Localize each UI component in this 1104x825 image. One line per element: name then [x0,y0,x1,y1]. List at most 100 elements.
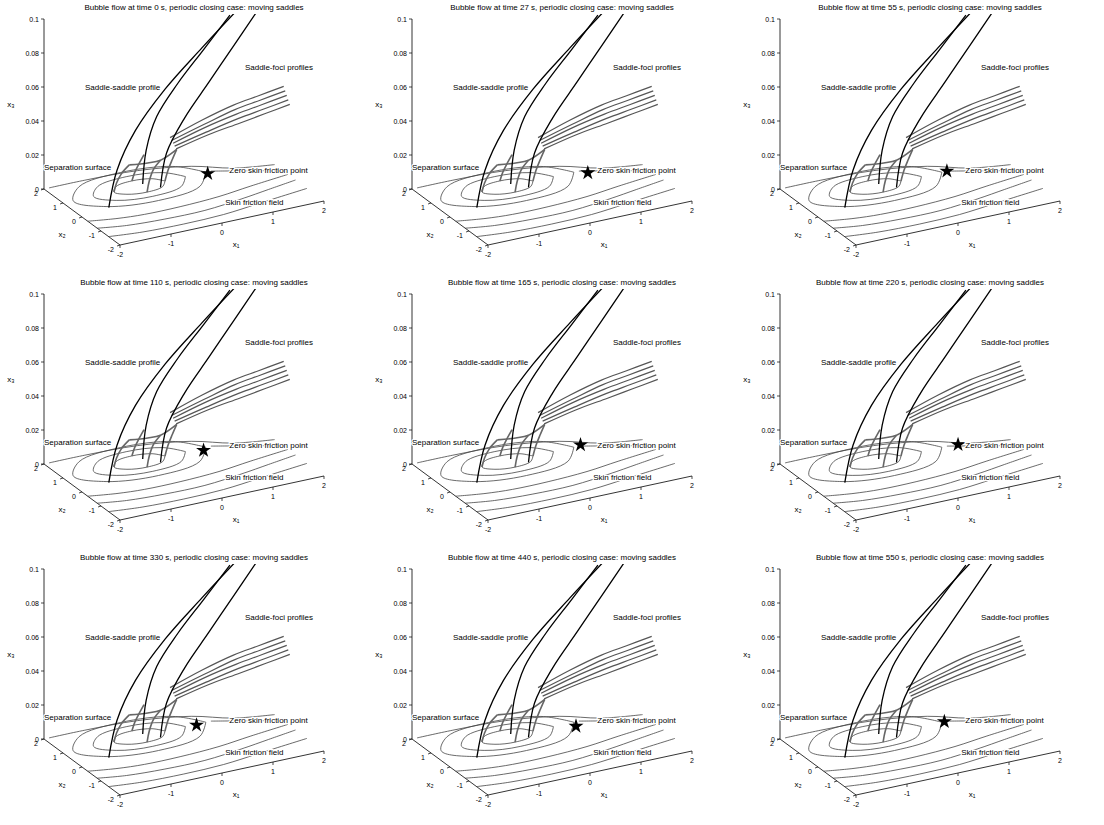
x2-tick [815,492,818,493]
annotation: Separation surface [44,163,112,172]
separation-surface-line [129,149,176,165]
x1-tick [958,223,959,226]
x3-tick [409,53,412,54]
x3-tick [777,328,780,329]
skin-friction-line [845,738,1043,786]
x3-tick [777,705,780,706]
separation-surface-line [865,699,912,715]
x3-tick [409,121,412,122]
x3-tick-label: 0.1 [29,16,39,23]
x2-tick [409,464,412,465]
skin-friction-line [845,463,1043,511]
x2-tick-label: -1 [457,232,463,239]
streamline [909,645,1023,693]
skin-friction-line [482,179,533,195]
x2-tick-label: 1 [421,754,425,761]
x2-axis-line [780,739,856,795]
x2-tick [466,781,469,782]
x3-tick-label: 0.06 [393,359,407,366]
plot-marks [785,564,1043,787]
x3-tick-label: 0.06 [25,359,39,366]
x1-tick [1060,751,1061,754]
axes: -2-1012-2-101200.020.040.060.080.1x₁x₂x₃ [743,566,1062,809]
x3-tick-label: 0 [771,186,775,193]
profile-line [879,565,966,734]
x1-tick-label: -1 [904,790,910,797]
annotations: Saddle-saddle profileSaddle-foci profile… [44,613,313,757]
annotation: Zero skin friction point [965,716,1044,725]
x1-tick [222,773,223,776]
separation-surface-line [482,440,497,467]
x3-tick [41,53,44,54]
x3-tick-label: 0.08 [393,50,407,57]
x3-tick-label: 0.02 [393,702,407,709]
x3-tick-label: 0.02 [393,152,407,159]
x2-tick-label: -1 [457,507,463,514]
x3-axis-title: x₃ [375,375,382,384]
skin-friction-line [441,441,574,481]
x3-tick [41,19,44,20]
streamline [541,645,655,693]
x3-tick-label: 0.08 [393,325,407,332]
x2-tick-label: -2 [476,246,482,253]
axes: -2-1012-2-101200.020.040.060.080.1x₁x₂x₃ [7,16,326,259]
x1-tick-label: -1 [536,515,542,522]
x1-tick-label: 0 [588,779,592,786]
x2-tick-label: 0 [440,768,444,775]
profile-line [143,290,230,459]
x3-tick-label: 0 [35,461,39,468]
x3-axis-title: x₃ [7,100,14,109]
annotation: Skin friction field [593,198,651,207]
x1-axis-line [856,201,1060,245]
annotation: Skin friction field [225,473,283,482]
panel: Bubble flow at time 550 s, periodic clos… [743,553,1062,808]
x1-tick [539,784,540,787]
plot-marks [417,289,675,512]
x3-axis-title: x₃ [743,100,750,109]
streamline [909,370,1023,418]
x2-tick [777,189,780,190]
skin-friction-line [461,173,553,201]
x3-tick-label: 0.04 [25,393,39,400]
x3-tick-label: 0.04 [761,118,775,125]
x3-axis-title: x₃ [7,375,14,384]
x3-tick [41,603,44,604]
separation-surface-line [482,715,497,742]
annotation: Zero skin friction point [965,441,1044,450]
separation-surface-line [114,440,129,467]
x2-tick-label: 0 [440,218,444,225]
x3-tick-label: 0.1 [29,566,39,573]
streamline [170,361,284,412]
x1-tick [641,487,642,490]
panel-title: Bubble flow at time 220 s, periodic clos… [816,278,1044,287]
x1-axis-title: x₁ [969,515,976,524]
x1-tick-label: 0 [588,229,592,236]
x3-tick [41,294,44,295]
profile-line [143,15,230,184]
x3-tick [777,569,780,570]
separation-surface-line [883,160,896,192]
panel: Bubble flow at time 165 s, periodic clos… [375,278,694,533]
x3-axis-title: x₃ [743,650,750,659]
x2-tick-label: 0 [72,218,76,225]
skin-friction-line [109,738,307,786]
annotation: Saddle-foci profiles [981,63,1049,72]
x2-tick [98,231,101,232]
x3-tick [409,189,412,190]
separation-surface-line [129,699,176,715]
zero-skin-friction-point [580,165,595,179]
x2-tick-label: 1 [53,754,57,761]
x3-tick [409,671,412,672]
x1-axis-title: x₁ [969,790,976,799]
x2-tick [466,506,469,507]
streamline [906,86,1020,137]
x3-tick-label: 0 [771,461,775,468]
separation-surface-line [883,710,896,742]
streamline [540,641,654,691]
x1-tick-label: -1 [536,790,542,797]
x1-tick-label: 0 [956,779,960,786]
skin-friction-line [850,454,901,470]
x3-tick-label: 0.06 [393,634,407,641]
x3-tick [777,671,780,672]
x1-tick [539,234,540,237]
